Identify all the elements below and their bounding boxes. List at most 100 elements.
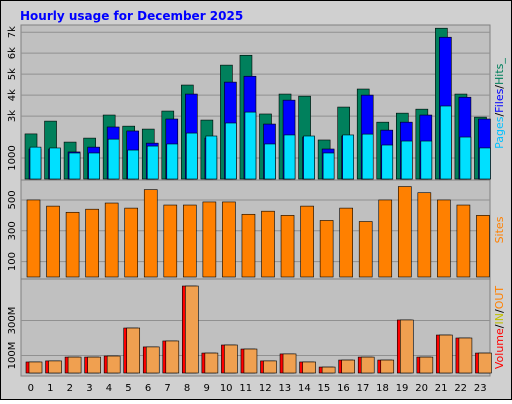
bar: [319, 220, 334, 278]
bar: [456, 204, 471, 278]
bar: [241, 213, 256, 278]
x-tick-label: 12: [259, 383, 272, 394]
bar: [106, 355, 121, 374]
bar: [49, 147, 61, 180]
bar: [322, 152, 335, 180]
bar: [87, 356, 101, 374]
x-tick-label: 2: [67, 383, 73, 394]
y-tick-label: 7k: [7, 26, 18, 38]
bar: [124, 207, 139, 278]
x-tick-label: 4: [106, 383, 112, 394]
bar: [397, 186, 412, 278]
bar: [478, 352, 492, 374]
bar: [360, 356, 375, 374]
bar: [143, 189, 158, 278]
x-tick-label: 23: [474, 383, 487, 394]
bar: [243, 348, 258, 374]
x-tick-label: 8: [184, 383, 190, 394]
bar: [29, 146, 42, 180]
legend-entry: Pages: [493, 116, 506, 149]
bar: [28, 361, 43, 374]
y-tick-label: 4k: [7, 89, 18, 101]
x-tick-label: 20: [415, 383, 428, 394]
bar: [458, 337, 473, 374]
bar: [48, 360, 62, 374]
y-tick-label: 500: [7, 190, 18, 209]
bar: [126, 327, 141, 374]
bar: [163, 204, 178, 278]
bar: [261, 210, 275, 278]
y-tick-label: 300M: [7, 307, 18, 335]
y-tick-label: 100: [7, 252, 18, 271]
bar: [300, 205, 314, 278]
legend: Sites: [493, 216, 506, 243]
bar: [358, 221, 373, 278]
x-tick-label: 18: [376, 383, 389, 394]
bar: [302, 361, 316, 374]
bar: [244, 111, 257, 180]
bar: [68, 152, 81, 180]
bar: [205, 135, 218, 180]
bar: [417, 192, 432, 278]
bar: [185, 285, 199, 374]
bar: [476, 215, 490, 278]
legend-separator: /: [493, 309, 506, 313]
x-tick-label: 21: [435, 383, 448, 394]
bar: [225, 122, 237, 180]
bar: [342, 134, 354, 180]
bar: [361, 133, 374, 180]
legend-entry: IN: [493, 313, 506, 324]
x-tick-label: 16: [337, 383, 350, 394]
y-tick-label: 6k: [7, 47, 18, 59]
bar: [46, 205, 60, 278]
y-tick-label: 5k: [7, 68, 18, 80]
bar: [282, 353, 297, 374]
legend-entry: Files: [493, 88, 506, 112]
legend-separator: /: [493, 113, 506, 117]
legend: Volume/IN/OUT: [493, 286, 506, 370]
bar: [380, 359, 395, 374]
bar: [339, 207, 353, 278]
bar: [381, 144, 394, 180]
bar: [399, 319, 414, 374]
bar: [202, 201, 217, 278]
legend-entry: Sites: [493, 216, 506, 243]
bar: [479, 147, 491, 180]
bar: [65, 211, 80, 278]
x-tick-label: 19: [396, 383, 409, 394]
bar: [104, 202, 119, 278]
x-tick-label: 10: [220, 383, 233, 394]
x-tick-label: 7: [164, 383, 170, 394]
bar: [440, 105, 452, 180]
bar: [378, 199, 393, 278]
x-tick-label: 17: [357, 383, 370, 394]
bar: [145, 346, 160, 374]
bar: [263, 360, 277, 374]
x-tick-label: 13: [278, 383, 291, 394]
bar: [222, 201, 236, 278]
legend-entry: OUT: [493, 286, 506, 310]
bar: [165, 340, 180, 374]
legend-entry: Volume: [493, 328, 506, 369]
y-tick-label: 3k: [7, 110, 18, 122]
x-tick-label: 0: [28, 383, 34, 394]
bar: [303, 135, 315, 180]
panel: [20, 179, 491, 281]
bar: [204, 352, 219, 374]
bar: [280, 215, 295, 278]
bar: [400, 140, 413, 180]
x-tick-label: 9: [203, 383, 209, 394]
bar: [127, 149, 140, 180]
bar: [26, 199, 41, 278]
x-tick-label: 1: [47, 383, 53, 394]
bar: [420, 140, 433, 180]
x-tick-label: 3: [86, 383, 92, 394]
legend-separator: /: [493, 324, 506, 328]
x-tick-label: 5: [125, 383, 131, 394]
bar: [186, 132, 198, 180]
chart-title: Hourly usage for December 2025: [20, 9, 243, 23]
bar: [166, 143, 179, 180]
bar: [459, 136, 472, 180]
bar: [437, 199, 451, 278]
bar: [67, 356, 82, 374]
